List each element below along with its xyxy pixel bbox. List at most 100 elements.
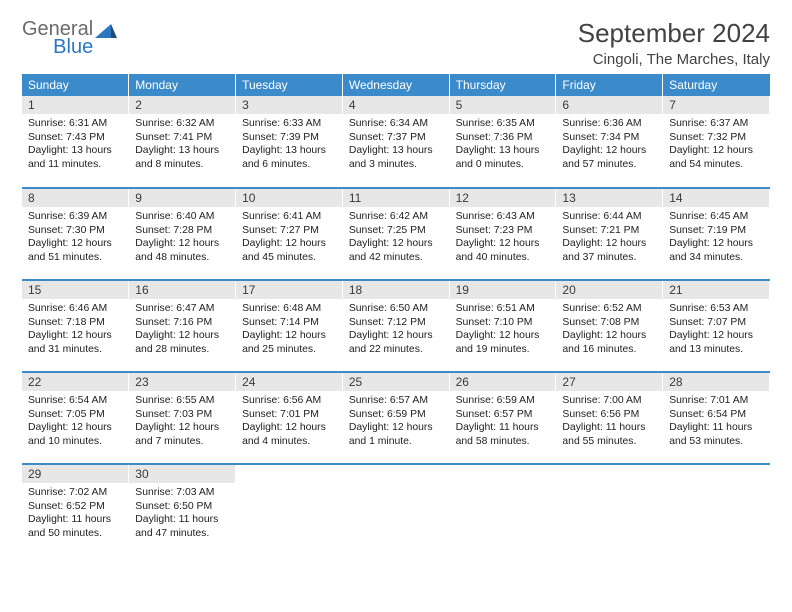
calendar-day-cell: 2Sunrise: 6:32 AMSunset: 7:41 PMDaylight… — [129, 96, 236, 188]
calendar-day-cell: 15Sunrise: 6:46 AMSunset: 7:18 PMDayligh… — [22, 280, 129, 372]
calendar-day-cell: 14Sunrise: 6:45 AMSunset: 7:19 PMDayligh… — [663, 188, 770, 280]
day-details: Sunrise: 6:54 AMSunset: 7:05 PMDaylight:… — [22, 391, 128, 452]
day-details: Sunrise: 6:52 AMSunset: 7:08 PMDaylight:… — [556, 299, 662, 360]
day-details: Sunrise: 6:35 AMSunset: 7:36 PMDaylight:… — [450, 114, 556, 175]
day-details: Sunrise: 6:31 AMSunset: 7:43 PMDaylight:… — [22, 114, 128, 175]
weekday-header: Saturday — [663, 74, 770, 96]
calendar-day-cell: .. — [342, 464, 449, 556]
calendar-day-cell: 3Sunrise: 6:33 AMSunset: 7:39 PMDaylight… — [236, 96, 343, 188]
day-number: 23 — [129, 373, 235, 391]
header: General Blue September 2024 Cingoli, The… — [22, 18, 770, 68]
day-number: 13 — [556, 189, 662, 207]
calendar-day-cell: 11Sunrise: 6:42 AMSunset: 7:25 PMDayligh… — [342, 188, 449, 280]
weekday-header: Sunday — [22, 74, 129, 96]
day-details: Sunrise: 6:48 AMSunset: 7:14 PMDaylight:… — [236, 299, 342, 360]
weekday-header: Wednesday — [342, 74, 449, 96]
calendar-day-cell: 19Sunrise: 6:51 AMSunset: 7:10 PMDayligh… — [449, 280, 556, 372]
day-number: 18 — [343, 281, 449, 299]
calendar-day-cell: 5Sunrise: 6:35 AMSunset: 7:36 PMDaylight… — [449, 96, 556, 188]
weekday-header: Tuesday — [236, 74, 343, 96]
day-details: Sunrise: 6:33 AMSunset: 7:39 PMDaylight:… — [236, 114, 342, 175]
calendar-day-cell: 4Sunrise: 6:34 AMSunset: 7:37 PMDaylight… — [342, 96, 449, 188]
day-number: 16 — [129, 281, 235, 299]
day-details: Sunrise: 6:43 AMSunset: 7:23 PMDaylight:… — [450, 207, 556, 268]
day-number: 2 — [129, 96, 235, 114]
calendar-day-cell: 30Sunrise: 7:03 AMSunset: 6:50 PMDayligh… — [129, 464, 236, 556]
day-details: Sunrise: 6:37 AMSunset: 7:32 PMDaylight:… — [663, 114, 769, 175]
day-details: Sunrise: 6:53 AMSunset: 7:07 PMDaylight:… — [663, 299, 769, 360]
calendar-week-row: 8Sunrise: 6:39 AMSunset: 7:30 PMDaylight… — [22, 188, 770, 280]
calendar-day-cell: 27Sunrise: 7:00 AMSunset: 6:56 PMDayligh… — [556, 372, 663, 464]
day-details: Sunrise: 6:57 AMSunset: 6:59 PMDaylight:… — [343, 391, 449, 452]
day-number: 8 — [22, 189, 128, 207]
day-number: 5 — [450, 96, 556, 114]
day-details: Sunrise: 6:46 AMSunset: 7:18 PMDaylight:… — [22, 299, 128, 360]
day-details: Sunrise: 6:41 AMSunset: 7:27 PMDaylight:… — [236, 207, 342, 268]
day-details: Sunrise: 6:50 AMSunset: 7:12 PMDaylight:… — [343, 299, 449, 360]
calendar-day-cell: .. — [449, 464, 556, 556]
day-number: 7 — [663, 96, 769, 114]
calendar-day-cell: 20Sunrise: 6:52 AMSunset: 7:08 PMDayligh… — [556, 280, 663, 372]
day-details: Sunrise: 7:03 AMSunset: 6:50 PMDaylight:… — [129, 483, 235, 544]
day-number: 24 — [236, 373, 342, 391]
day-details: Sunrise: 6:56 AMSunset: 7:01 PMDaylight:… — [236, 391, 342, 452]
calendar-day-cell: 10Sunrise: 6:41 AMSunset: 7:27 PMDayligh… — [236, 188, 343, 280]
logo-triangle-icon — [95, 22, 117, 38]
day-number: 6 — [556, 96, 662, 114]
day-number: 12 — [450, 189, 556, 207]
day-details: Sunrise: 6:39 AMSunset: 7:30 PMDaylight:… — [22, 207, 128, 268]
day-number: 11 — [343, 189, 449, 207]
day-number: 17 — [236, 281, 342, 299]
calendar-week-row: 29Sunrise: 7:02 AMSunset: 6:52 PMDayligh… — [22, 464, 770, 556]
day-details: Sunrise: 6:59 AMSunset: 6:57 PMDaylight:… — [450, 391, 556, 452]
calendar-day-cell: 28Sunrise: 7:01 AMSunset: 6:54 PMDayligh… — [663, 372, 770, 464]
calendar-day-cell: 26Sunrise: 6:59 AMSunset: 6:57 PMDayligh… — [449, 372, 556, 464]
calendar-day-cell: .. — [663, 464, 770, 556]
calendar-day-cell: 17Sunrise: 6:48 AMSunset: 7:14 PMDayligh… — [236, 280, 343, 372]
day-details: Sunrise: 6:36 AMSunset: 7:34 PMDaylight:… — [556, 114, 662, 175]
day-number: 3 — [236, 96, 342, 114]
calendar-day-cell: 24Sunrise: 6:56 AMSunset: 7:01 PMDayligh… — [236, 372, 343, 464]
day-number: 26 — [450, 373, 556, 391]
calendar-day-cell: .. — [556, 464, 663, 556]
calendar-week-row: 1Sunrise: 6:31 AMSunset: 7:43 PMDaylight… — [22, 96, 770, 188]
day-details: Sunrise: 6:44 AMSunset: 7:21 PMDaylight:… — [556, 207, 662, 268]
day-number: 22 — [22, 373, 128, 391]
calendar-day-cell: 22Sunrise: 6:54 AMSunset: 7:05 PMDayligh… — [22, 372, 129, 464]
logo: General Blue — [22, 18, 161, 41]
calendar-day-cell: 1Sunrise: 6:31 AMSunset: 7:43 PMDaylight… — [22, 96, 129, 188]
calendar-day-cell: 7Sunrise: 6:37 AMSunset: 7:32 PMDaylight… — [663, 96, 770, 188]
day-number: 30 — [129, 465, 235, 483]
calendar-day-cell: 13Sunrise: 6:44 AMSunset: 7:21 PMDayligh… — [556, 188, 663, 280]
logo-text-blue: Blue — [53, 36, 93, 59]
day-number: 4 — [343, 96, 449, 114]
day-number: 27 — [556, 373, 662, 391]
calendar-day-cell: 29Sunrise: 7:02 AMSunset: 6:52 PMDayligh… — [22, 464, 129, 556]
calendar-day-cell: 18Sunrise: 6:50 AMSunset: 7:12 PMDayligh… — [342, 280, 449, 372]
calendar-week-row: 22Sunrise: 6:54 AMSunset: 7:05 PMDayligh… — [22, 372, 770, 464]
day-details: Sunrise: 6:32 AMSunset: 7:41 PMDaylight:… — [129, 114, 235, 175]
day-number: 20 — [556, 281, 662, 299]
weekday-header: Monday — [129, 74, 236, 96]
day-number: 25 — [343, 373, 449, 391]
location: Cingoli, The Marches, Italy — [578, 51, 770, 68]
calendar-day-cell: .. — [236, 464, 343, 556]
calendar-page: General Blue September 2024 Cingoli, The… — [0, 0, 792, 566]
day-number: 14 — [663, 189, 769, 207]
calendar-day-cell: 16Sunrise: 6:47 AMSunset: 7:16 PMDayligh… — [129, 280, 236, 372]
weekday-header: Friday — [556, 74, 663, 96]
calendar-table: Sunday Monday Tuesday Wednesday Thursday… — [22, 74, 770, 556]
calendar-day-cell: 9Sunrise: 6:40 AMSunset: 7:28 PMDaylight… — [129, 188, 236, 280]
day-number: 9 — [129, 189, 235, 207]
calendar-week-row: 15Sunrise: 6:46 AMSunset: 7:18 PMDayligh… — [22, 280, 770, 372]
day-number: 28 — [663, 373, 769, 391]
day-details: Sunrise: 7:00 AMSunset: 6:56 PMDaylight:… — [556, 391, 662, 452]
day-details: Sunrise: 7:02 AMSunset: 6:52 PMDaylight:… — [22, 483, 128, 544]
calendar-day-cell: 12Sunrise: 6:43 AMSunset: 7:23 PMDayligh… — [449, 188, 556, 280]
month-title: September 2024 — [578, 18, 770, 49]
calendar-day-cell: 6Sunrise: 6:36 AMSunset: 7:34 PMDaylight… — [556, 96, 663, 188]
day-details: Sunrise: 7:01 AMSunset: 6:54 PMDaylight:… — [663, 391, 769, 452]
day-details: Sunrise: 6:34 AMSunset: 7:37 PMDaylight:… — [343, 114, 449, 175]
day-details: Sunrise: 6:47 AMSunset: 7:16 PMDaylight:… — [129, 299, 235, 360]
calendar-day-cell: 21Sunrise: 6:53 AMSunset: 7:07 PMDayligh… — [663, 280, 770, 372]
